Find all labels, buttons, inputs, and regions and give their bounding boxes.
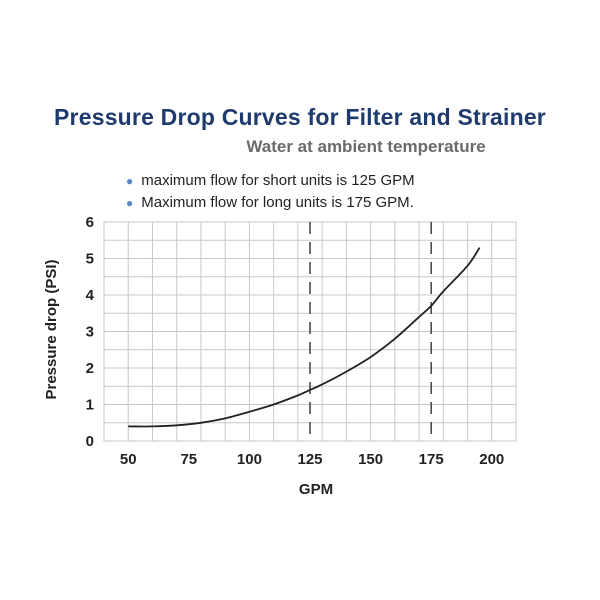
y-tick-label: 3: [86, 324, 94, 341]
y-tick-label: 6: [86, 214, 94, 231]
x-tick-label: 50: [120, 451, 137, 468]
note-short-units: ● maximum flow for short units is 125 GPM: [126, 170, 415, 192]
notes-list: ● maximum flow for short units is 125 GPM…: [126, 170, 415, 214]
y-axis-label: Pressure drop (PSI): [43, 259, 60, 399]
x-tick-label: 125: [297, 451, 322, 468]
pressure-drop-curve: [128, 247, 481, 428]
y-tick-label: 4: [86, 287, 95, 304]
x-tick-label: 200: [479, 451, 504, 468]
x-tick-label: 175: [419, 451, 444, 468]
chart-title: Pressure Drop Curves for Filter and Stra…: [54, 104, 546, 130]
x-tick-label: 150: [358, 451, 383, 468]
bullet-icon: ●: [126, 196, 134, 210]
bullet-icon: ●: [126, 174, 134, 188]
note-long-units: ● Maximum flow for long units is 175 GPM.: [126, 192, 415, 214]
y-tick-label: 5: [86, 251, 94, 268]
note-text: Maximum flow for long units is 175 GPM.: [141, 194, 414, 211]
note-text: maximum flow for short units is 125 GPM: [141, 172, 415, 189]
chart-subtitle: Water at ambient temperature: [246, 137, 486, 156]
y-tick-label: 1: [86, 397, 94, 414]
x-tick-label: 75: [180, 451, 197, 468]
x-tick-label: 100: [237, 451, 262, 468]
y-tick-label: 0: [86, 433, 94, 450]
y-tick-label: 2: [86, 360, 94, 377]
x-axis-label: GPM: [299, 481, 333, 498]
